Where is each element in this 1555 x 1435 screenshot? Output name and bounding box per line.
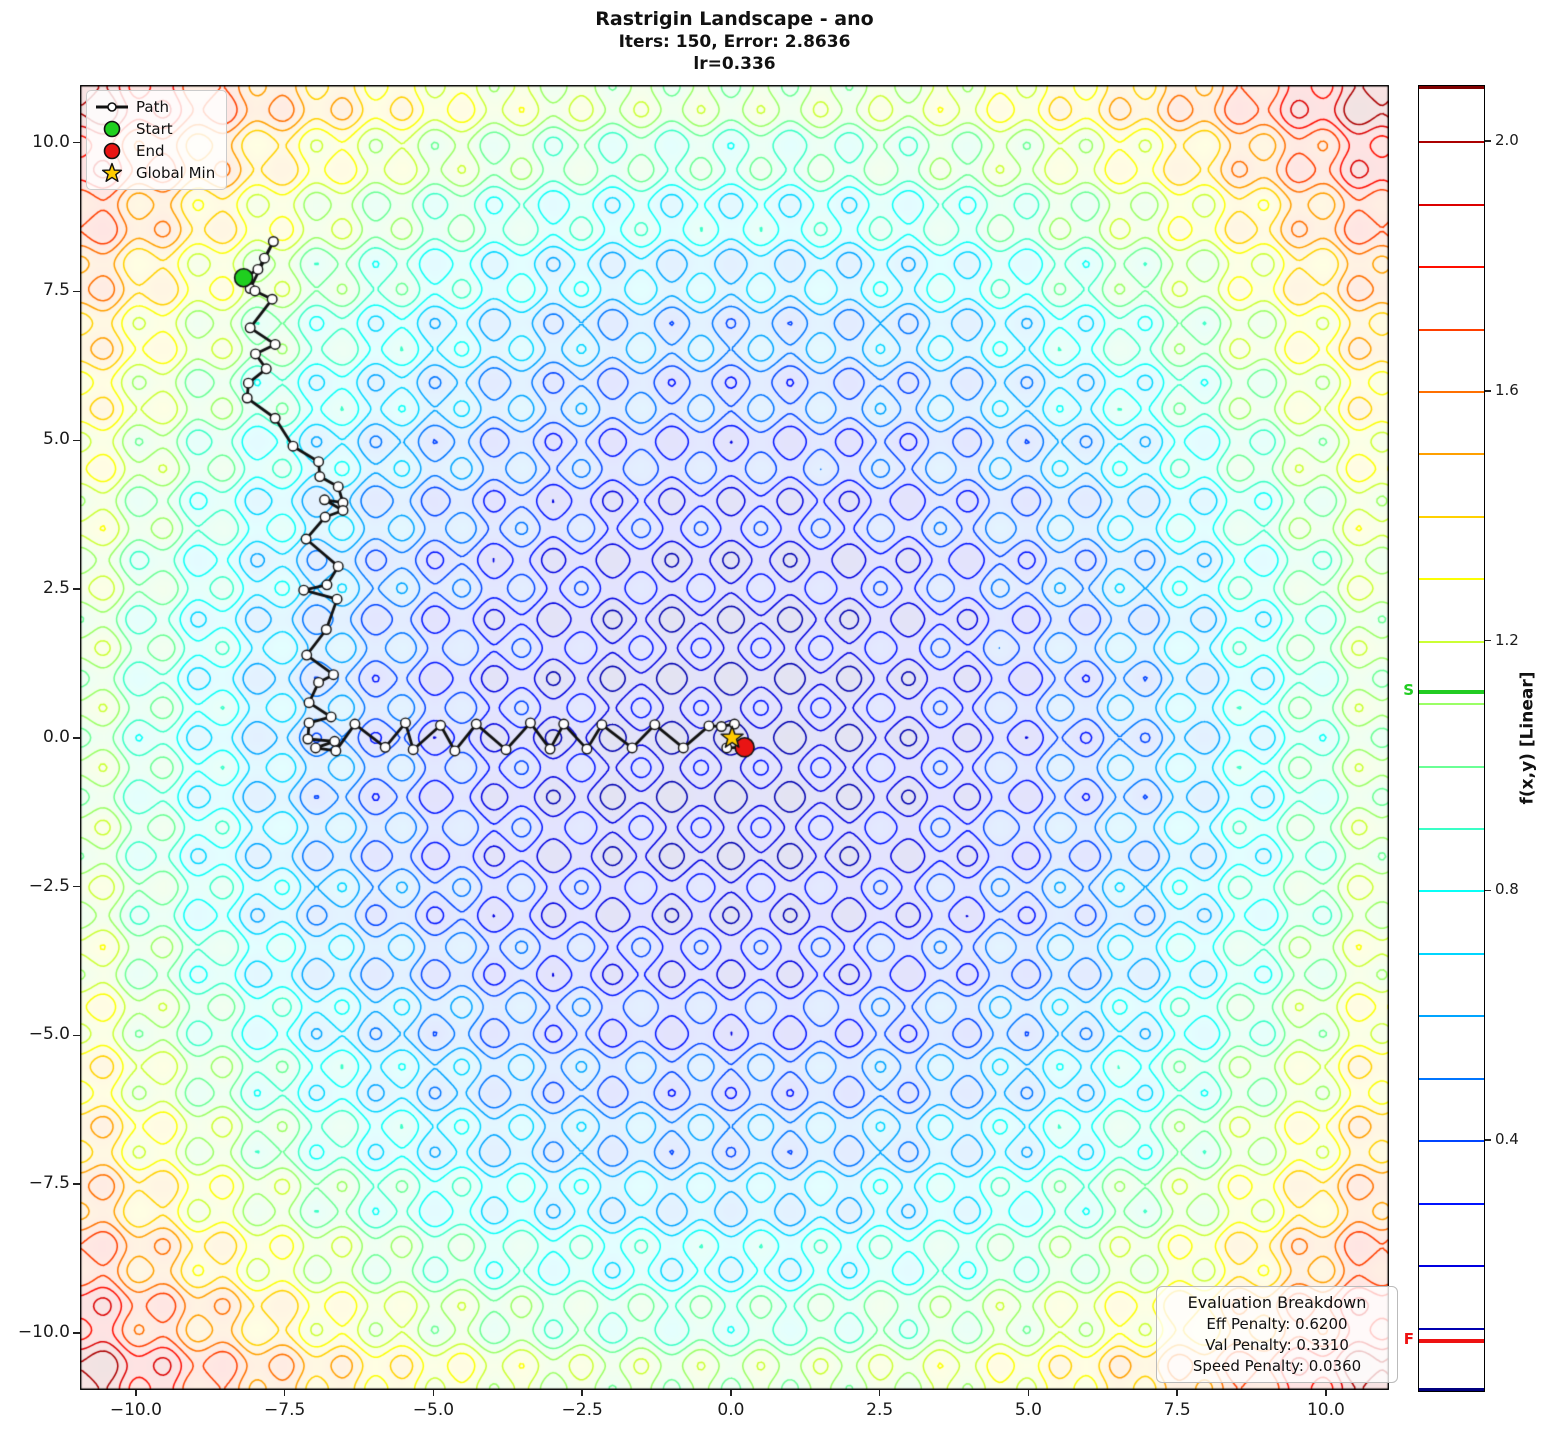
colorbar-tick-mark — [1485, 639, 1491, 642]
colorbar-level-line — [1419, 515, 1484, 518]
x-axis-tick-label: 0.0 — [717, 1400, 745, 1420]
y-axis-tick-mark — [73, 885, 80, 888]
x-axis-tick-mark — [135, 1390, 137, 1396]
x-axis-tick-label: 7.5 — [1163, 1400, 1191, 1420]
colorbar-tick-mark — [1485, 140, 1491, 142]
legend-label-start: Start — [136, 120, 173, 138]
val-penalty-text: Val Penalty: 0.3310 — [1205, 1336, 1349, 1354]
colorbar — [1418, 85, 1485, 1392]
y-axis-tick-mark — [73, 1332, 80, 1334]
colorbar-level-line — [1419, 203, 1484, 206]
start-dot-icon — [95, 119, 129, 139]
colorbar-final-marker-label: F — [1403, 1330, 1414, 1349]
evaluation-breakdown-title: Evaluation Breakdown — [1187, 1293, 1367, 1312]
colorbar-level-line — [1419, 1140, 1484, 1143]
colorbar-level-line — [1419, 578, 1484, 581]
x-axis-tick-mark — [432, 1390, 435, 1396]
figure-title-line1: Rastrigin Landscape - ano — [595, 8, 874, 30]
x-axis-tick-mark — [581, 1390, 583, 1396]
y-axis-tick-mark — [73, 588, 80, 590]
y-axis-tick-mark — [73, 290, 80, 293]
colorbar-tick-label: 1.2 — [1495, 630, 1519, 649]
path-line-icon — [95, 101, 129, 113]
colorbar-level-line — [1419, 640, 1484, 643]
y-axis-tick-label: −2.5 — [28, 875, 70, 896]
y-axis-tick-label: 10.0 — [32, 131, 70, 152]
colorbar-min-cap-line — [1419, 1388, 1484, 1391]
y-axis-tick-label: 0.0 — [42, 726, 70, 747]
x-axis-tick-mark — [1325, 1390, 1327, 1396]
legend-item-start: Start — [95, 118, 215, 140]
end-dot-icon — [95, 141, 129, 161]
colorbar-start-marker-label: S — [1403, 680, 1414, 699]
x-axis-tick-label: −10.0 — [109, 1400, 162, 1420]
y-axis-tick-label: −5.0 — [28, 1024, 70, 1045]
colorbar-tick-mark — [1485, 889, 1491, 892]
x-axis-tick-label: 5.0 — [1014, 1400, 1042, 1420]
legend: Path Start End Global M — [86, 90, 228, 190]
figure-title-line2: Iters: 150, Error: 2.8636 — [618, 32, 851, 52]
colorbar-level-line — [1419, 141, 1484, 144]
y-axis-tick-mark — [73, 439, 80, 441]
colorbar-level-line — [1419, 1265, 1484, 1268]
colorbar-tick-mark — [1485, 1139, 1491, 1141]
contour-plot-canvas — [80, 85, 1389, 1390]
colorbar-level-line — [1419, 1015, 1484, 1018]
colorbar-tick-mark — [1485, 390, 1491, 392]
evaluation-breakdown-box: Evaluation Breakdown Eff Penalty: 0.6200… — [1156, 1286, 1398, 1383]
y-axis-tick-label: −7.5 — [28, 1173, 70, 1194]
colorbar-level-line — [1419, 765, 1484, 768]
legend-item-path: Path — [95, 96, 215, 118]
colorbar-tick-label: 1.6 — [1495, 380, 1519, 399]
eff-penalty-text: Eff Penalty: 0.6200 — [1206, 1315, 1348, 1333]
star-icon — [95, 162, 129, 184]
y-axis-tick-mark — [73, 1183, 80, 1185]
colorbar-max-cap-line — [1419, 86, 1484, 89]
x-axis-tick-label: 10.0 — [1306, 1400, 1345, 1420]
y-axis-tick-label: −10.0 — [17, 1321, 70, 1342]
y-axis-tick-mark — [73, 737, 80, 739]
x-axis-tick-label: 2.5 — [866, 1400, 894, 1420]
x-axis-tick-label: −5.0 — [412, 1400, 455, 1420]
colorbar-level-line — [1419, 890, 1484, 893]
y-axis-tick-label: 7.5 — [42, 280, 70, 301]
colorbar-level-line — [1419, 1202, 1484, 1205]
x-axis-tick-mark — [1027, 1390, 1030, 1396]
legend-item-global-min: Global Min — [95, 162, 215, 184]
x-axis-tick-label: −2.5 — [561, 1400, 603, 1420]
colorbar-axis-label: f(x,y) [Linear] — [1518, 670, 1539, 805]
colorbar-level-line — [1419, 1327, 1484, 1330]
colorbar-level-line — [1419, 828, 1484, 831]
y-axis-tick-label: 5.0 — [42, 429, 70, 450]
x-axis-tick-mark — [878, 1390, 881, 1396]
colorbar-tick-label: 0.4 — [1495, 1130, 1519, 1149]
x-axis-tick-mark — [283, 1390, 286, 1396]
colorbar-tick-label: 0.8 — [1495, 880, 1519, 899]
figure-title: Rastrigin Landscape - ano Iters: 150, Er… — [80, 8, 1389, 75]
colorbar-level-line — [1419, 453, 1484, 456]
colorbar-tick-label: 2.0 — [1495, 131, 1519, 150]
colorbar-level-line — [1419, 266, 1484, 269]
x-axis-tick-mark — [1176, 1390, 1178, 1396]
y-axis-tick-mark — [73, 141, 80, 144]
y-axis-tick-mark — [73, 1034, 80, 1037]
x-axis-tick-mark — [730, 1390, 732, 1396]
colorbar-start-value-line — [1419, 689, 1484, 694]
colorbar-level-line — [1419, 328, 1484, 331]
legend-label-global-min: Global Min — [136, 164, 216, 182]
colorbar-level-line — [1419, 703, 1484, 706]
legend-label-path: Path — [136, 98, 169, 116]
colorbar-level-line — [1419, 390, 1484, 393]
legend-label-end: End — [136, 142, 165, 160]
speed-penalty-text: Speed Penalty: 0.0360 — [1192, 1357, 1362, 1375]
legend-item-end: End — [95, 140, 215, 162]
figure-title-line3: lr=0.336 — [693, 54, 776, 74]
colorbar-final-value-line — [1419, 1339, 1484, 1344]
colorbar-level-line — [1419, 1077, 1484, 1080]
colorbar-level-line — [1419, 952, 1484, 955]
x-axis-tick-label: −7.5 — [264, 1400, 306, 1420]
y-axis-tick-label: 2.5 — [42, 578, 70, 599]
